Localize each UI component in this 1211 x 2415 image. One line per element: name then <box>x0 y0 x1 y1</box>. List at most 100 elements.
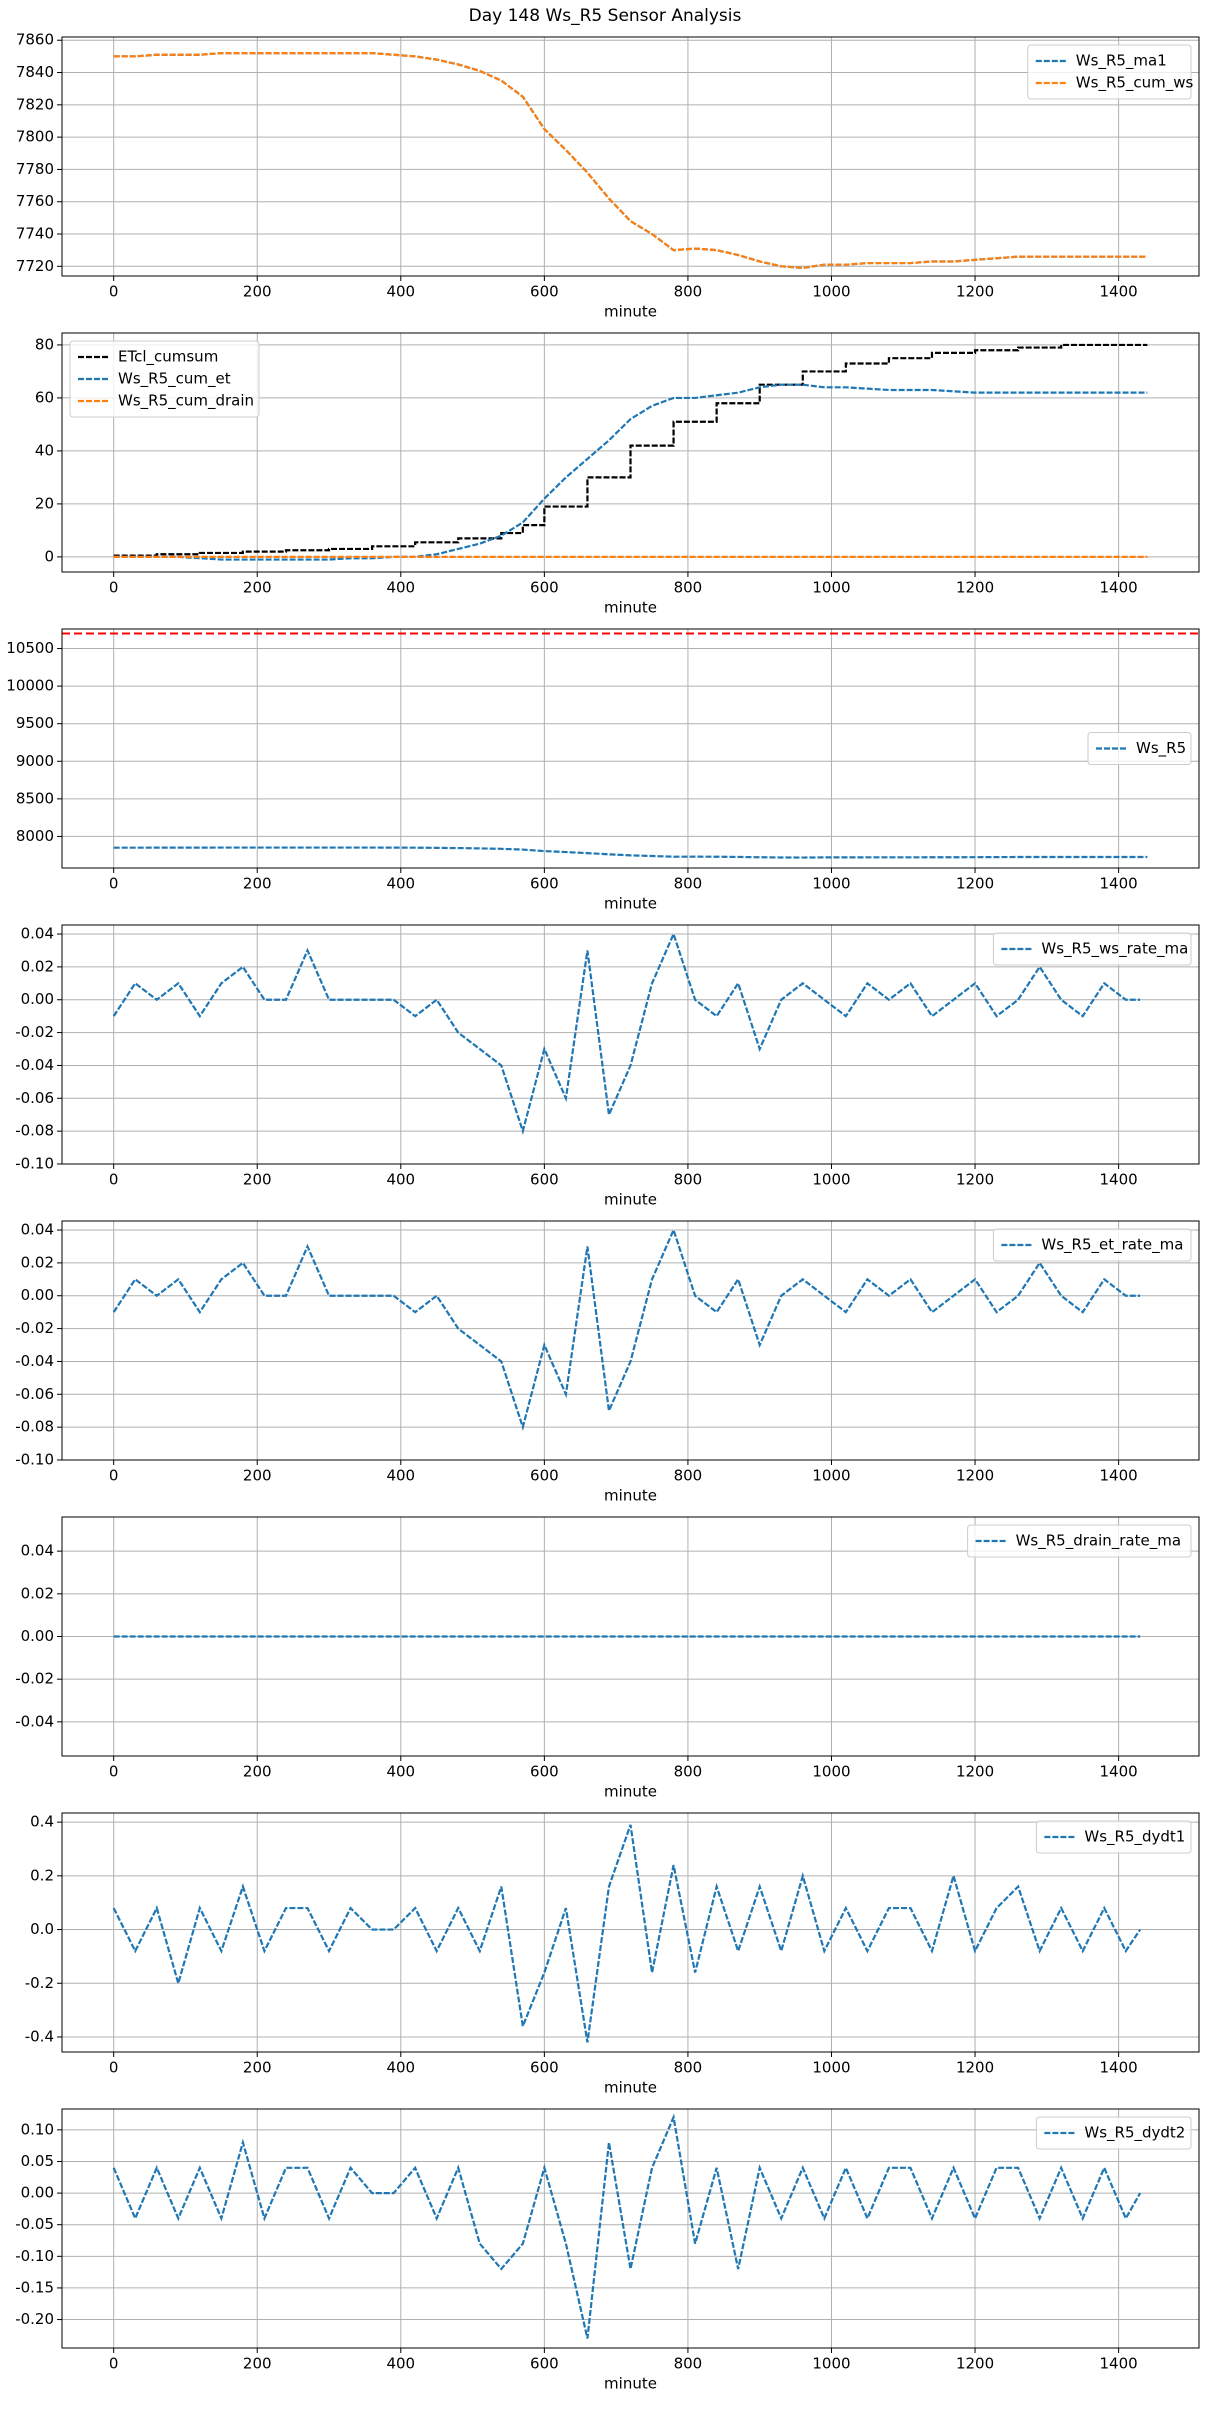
y-tick-label: 8500 <box>16 789 54 807</box>
x-tick-label: 600 <box>530 2059 559 2077</box>
series-line <box>112 1824 1142 2043</box>
x-tick-label: 1400 <box>1100 1171 1138 1189</box>
x-axis-label: minute <box>604 1487 657 1505</box>
legend-label: Ws_R5_cum_et <box>118 370 231 389</box>
x-tick-label: 800 <box>674 2059 703 2077</box>
x-tick-label: 1000 <box>812 579 850 597</box>
y-tick-label: -0.06 <box>15 1385 54 1403</box>
legend-box <box>1035 1820 1192 1854</box>
y-tick-label: -0.10 <box>15 1155 54 1173</box>
x-axis-label: minute <box>604 1191 657 1209</box>
subplot: 0 200 400 600 800 1000 1200 1400 0 20 40 60 80 minute… <box>35 332 1200 617</box>
series-line <box>113 52 1148 270</box>
x-axis-label: minute <box>604 2079 657 2097</box>
x-tick-label: 1000 <box>812 875 850 893</box>
y-tick-label: -0.02 <box>15 1670 54 1688</box>
x-axis-label: minute <box>604 1783 657 1801</box>
y-tick-label: 8000 <box>16 827 54 845</box>
subplot: 0 200 400 600 800 1000 1200 1400 -0.10 -0.08 -0.06… <box>15 924 1200 1209</box>
legend-box <box>967 1524 1192 1558</box>
y-tick-label: 0.05 <box>21 2152 54 2170</box>
series-line <box>113 846 1148 859</box>
series-line <box>112 930 1141 1136</box>
axes-frame <box>61 924 1200 1165</box>
y-tick-label: 60 <box>35 388 54 406</box>
legend-label: Ws_R5_ws_rate_ma <box>1041 940 1188 959</box>
y-tick-label: -0.04 <box>15 1352 54 1370</box>
x-tick-label: 400 <box>386 1763 415 1781</box>
y-tick-label: 0 <box>44 547 54 565</box>
y-tick-label: 0.02 <box>21 957 54 975</box>
x-tick-label: 0 <box>109 2059 119 2077</box>
y-tick-label: 0.00 <box>21 1627 54 1645</box>
x-tick-label: 800 <box>674 1467 703 1485</box>
x-tick-label: 1400 <box>1100 579 1138 597</box>
y-tick-label: 0.0 <box>30 1920 54 1938</box>
y-tick-label: -0.15 <box>15 2278 54 2296</box>
x-tick-label: 1000 <box>812 283 850 301</box>
legend-label: Ws_R5 <box>1136 739 1186 758</box>
x-tick-label: 1200 <box>956 1763 994 1781</box>
x-tick-label: 800 <box>674 1171 703 1189</box>
y-tick-label: -0.02 <box>15 1319 54 1337</box>
x-tick-label: 400 <box>386 875 415 893</box>
x-tick-label: 400 <box>386 2355 415 2373</box>
x-tick-label: 0 <box>109 875 119 893</box>
x-tick-label: 400 <box>386 1467 415 1485</box>
axes-frame <box>61 2108 1200 2349</box>
x-tick-label: 1200 <box>956 2355 994 2373</box>
x-tick-label: 1400 <box>1100 283 1138 301</box>
y-tick-label: -0.2 <box>25 1974 54 1992</box>
x-tick-label: 1400 <box>1100 2059 1138 2077</box>
x-axis-label: minute <box>604 2375 657 2393</box>
legend-label: Ws_R5_drain_rate_ma <box>1016 1532 1181 1551</box>
y-tick-label: 7800 <box>16 128 54 146</box>
x-tick-label: 600 <box>530 579 559 597</box>
x-tick-label: 1000 <box>812 1171 850 1189</box>
x-tick-label: 800 <box>674 579 703 597</box>
y-tick-label: 9500 <box>16 714 54 732</box>
y-tick-label: 7820 <box>16 95 54 113</box>
subplot: 0 200 400 600 800 1000 1200 1400 8000 8500 9000 950… <box>6 628 1200 913</box>
legend-label: Ws_R5_cum_drain <box>118 392 254 411</box>
series-line <box>113 383 1148 561</box>
x-tick-label: 1400 <box>1100 2355 1138 2373</box>
y-tick-label: -0.04 <box>15 1712 54 1730</box>
y-tick-label: -0.20 <box>15 2310 54 2328</box>
x-tick-label: 0 <box>109 579 119 597</box>
x-tick-label: 1200 <box>956 283 994 301</box>
x-tick-label: 1000 <box>812 1763 850 1781</box>
y-tick-label: 0.4 <box>30 1813 54 1831</box>
x-tick-label: 600 <box>530 1467 559 1485</box>
y-tick-label: 0.02 <box>21 1584 54 1602</box>
legend-box <box>69 340 260 418</box>
x-tick-label: 1200 <box>956 1171 994 1189</box>
y-tick-label: 10500 <box>6 639 54 657</box>
y-tick-label: 0.02 <box>21 1253 54 1271</box>
y-tick-label: -0.4 <box>25 2027 54 2045</box>
legend-box <box>992 932 1192 966</box>
y-tick-label: -0.05 <box>15 2215 54 2233</box>
x-tick-label: 800 <box>674 2355 703 2373</box>
y-tick-label: 7840 <box>16 63 54 81</box>
x-tick-label: 0 <box>109 1171 119 1189</box>
axes-frame <box>61 628 1200 869</box>
y-tick-label: -0.02 <box>15 1023 54 1041</box>
x-tick-label: 200 <box>243 2059 272 2077</box>
x-tick-label: 0 <box>109 1467 119 1485</box>
y-tick-label: 7860 <box>16 31 54 49</box>
y-tick-label: 80 <box>35 335 54 353</box>
x-tick-label: 0 <box>109 283 119 301</box>
legend-label: Ws_R5_dydt1 <box>1084 1828 1185 1847</box>
x-tick-label: 800 <box>674 1763 703 1781</box>
legend-label: Ws_R5_cum_ws <box>1076 74 1194 93</box>
y-tick-label: 0.04 <box>21 1542 54 1560</box>
legend-box <box>1035 2116 1192 2150</box>
x-tick-label: 600 <box>530 1171 559 1189</box>
y-tick-label: -0.10 <box>15 2247 54 2265</box>
x-tick-label: 1400 <box>1100 875 1138 893</box>
legend-box <box>1087 732 1192 765</box>
x-axis-label: minute <box>604 303 657 321</box>
y-tick-label: 20 <box>35 494 54 512</box>
